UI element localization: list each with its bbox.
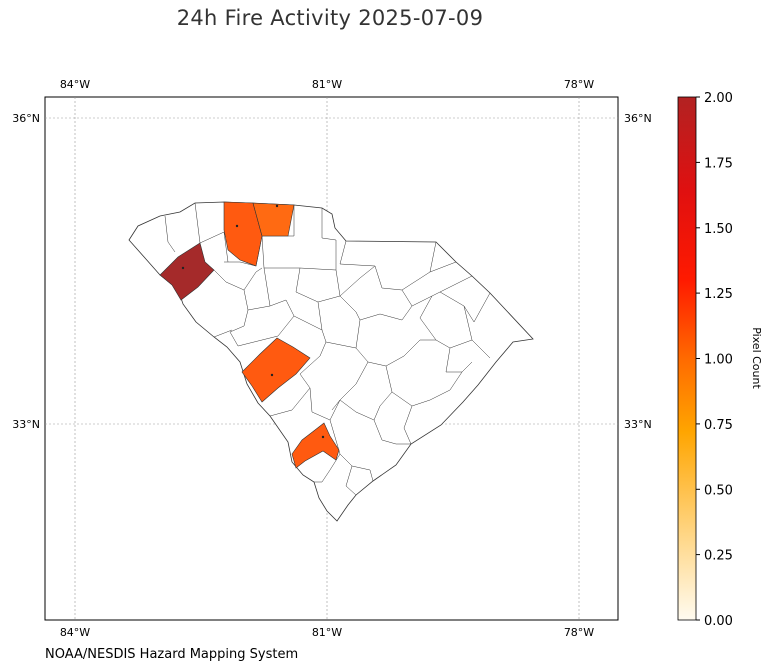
colorbar-tick-label: 1.75 — [704, 156, 733, 171]
fire-point — [321, 435, 325, 439]
lat-tick-right-33n: 33°N — [624, 418, 652, 431]
fire-counties — [159, 201, 340, 469]
colorbar-ticks — [696, 96, 700, 621]
colorbar-tick-label: 0.25 — [704, 549, 733, 564]
fire-point — [275, 204, 279, 208]
lat-tick-left-33n: 33°N — [12, 418, 40, 431]
colorbar-tick-label: 2.00 — [704, 91, 733, 106]
colorbar-tick-label: 1.50 — [704, 222, 733, 237]
county-value-1-b — [252, 202, 295, 237]
fire-points — [181, 204, 325, 439]
colorbar-label: Pixel Count — [750, 327, 763, 389]
colorbar — [677, 96, 697, 621]
county-value-1-d — [291, 422, 340, 469]
colorbar-tick-label: 1.00 — [704, 353, 733, 368]
county-value-2 — [159, 242, 215, 301]
colorbar-tick-label: 0.75 — [704, 418, 733, 433]
lon-tick-bottom-84w: 84°W — [60, 626, 90, 639]
lon-tick-top-78w: 78°W — [564, 78, 594, 91]
fire-point — [181, 266, 185, 270]
lon-tick-bottom-81w: 81°W — [312, 626, 342, 639]
lat-tick-right-36n: 36°N — [624, 112, 652, 125]
lon-tick-top-81w: 81°W — [312, 78, 342, 91]
chart-title: 24h Fire Activity 2025-07-09 — [176, 6, 484, 30]
colorbar-tick-label: 1.25 — [704, 287, 733, 302]
county-value-1-c — [241, 337, 311, 403]
state-outline — [128, 201, 534, 522]
lat-tick-left-36n: 36°N — [12, 112, 40, 125]
fire-point — [270, 373, 274, 377]
lon-tick-top-84w: 84°W — [60, 78, 90, 91]
colorbar-tick-label: 0.50 — [704, 483, 733, 498]
lon-tick-bottom-78w: 78°W — [564, 626, 594, 639]
fire-point — [235, 224, 239, 228]
county-boundaries — [164, 202, 491, 496]
colorbar-tick-label: 0.00 — [704, 614, 733, 629]
source-credit: NOAA/NESDIS Hazard Mapping System — [45, 647, 299, 662]
